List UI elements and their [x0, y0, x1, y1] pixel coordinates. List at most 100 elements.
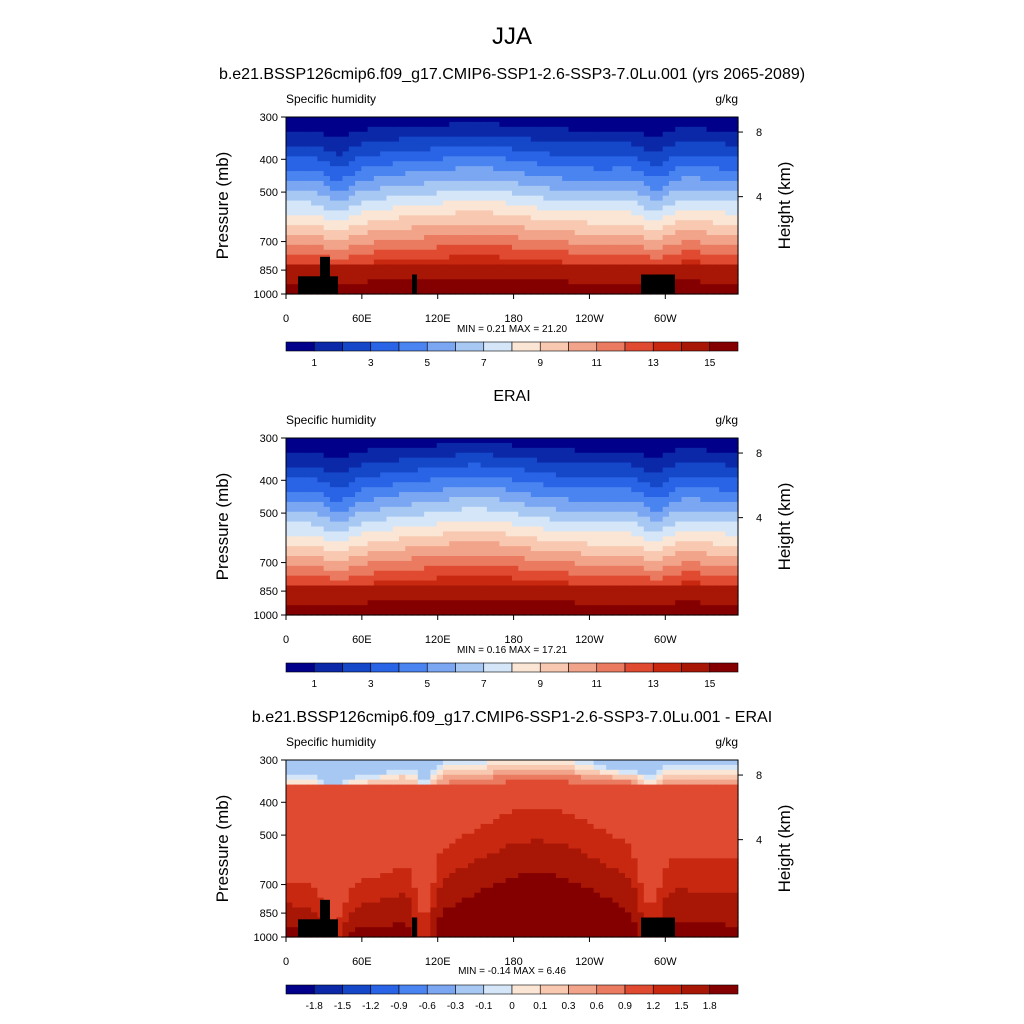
contour-cell — [530, 190, 538, 197]
contour-cell — [468, 126, 475, 133]
contour-cell — [599, 195, 607, 202]
contour-cell — [355, 225, 362, 231]
contour-cell — [392, 190, 400, 197]
contour-cell — [543, 585, 551, 592]
contour-cell — [593, 467, 601, 474]
contour-cell — [656, 457, 664, 464]
contour-cell — [317, 176, 325, 182]
contour-cell — [474, 487, 482, 493]
contour-cell — [436, 492, 444, 498]
contour-cell — [424, 516, 431, 523]
contour-cell — [675, 516, 683, 523]
contour-cell — [474, 575, 482, 582]
contour-cell — [474, 254, 482, 261]
contour-cell — [518, 536, 526, 542]
contour-cell — [486, 487, 494, 493]
contour-cell — [662, 146, 670, 153]
contour-cell — [618, 447, 626, 454]
contour-cell — [662, 610, 670, 616]
contour-cell — [555, 141, 563, 148]
contour-cell — [562, 146, 570, 153]
contour-cell — [449, 472, 457, 478]
contour-cell — [442, 269, 450, 275]
contour-cell — [399, 180, 406, 187]
contour-cell — [555, 560, 563, 567]
contour-cell — [581, 185, 588, 192]
contour-cell — [342, 546, 350, 552]
contour-cell — [436, 501, 444, 508]
contour-cell — [687, 605, 695, 611]
contour-cell — [392, 166, 400, 172]
contour-cell — [336, 442, 344, 449]
contour-cell — [650, 235, 657, 241]
contour-cell — [386, 541, 394, 547]
contour-cell — [505, 146, 513, 153]
contour-cell — [662, 516, 670, 523]
contour-cell — [656, 259, 664, 266]
contour-cell — [455, 205, 463, 212]
contour-cell — [380, 146, 388, 153]
contour-cell — [461, 506, 469, 513]
contour-cell — [292, 230, 300, 236]
contour-cell — [499, 467, 507, 474]
contour-cell — [493, 166, 501, 172]
contour-cell — [430, 279, 438, 285]
contour-cell — [512, 438, 519, 444]
contour-cell — [543, 546, 551, 552]
contour-cell — [593, 195, 601, 202]
contour-cell — [612, 585, 620, 592]
contour-cell — [348, 521, 356, 528]
contour-cell — [530, 477, 538, 483]
contour-cell — [311, 477, 318, 483]
contour-cell — [493, 556, 501, 562]
contour-cell — [298, 610, 306, 616]
contour-cell — [656, 605, 664, 611]
contour-cell — [442, 215, 450, 221]
contour-cell — [292, 146, 300, 153]
contour-cell — [411, 176, 419, 182]
contour-cell — [480, 279, 488, 285]
contour-cell — [612, 462, 620, 469]
contour-cell — [455, 146, 463, 153]
contour-cell — [625, 190, 632, 197]
contour-cell — [618, 556, 626, 562]
contour-cell — [568, 259, 576, 266]
contour-cell — [568, 511, 576, 518]
contour-cell — [298, 131, 306, 138]
contour-cell — [530, 166, 538, 172]
contour-cell — [568, 452, 576, 459]
contour-cell — [612, 511, 620, 518]
contour-cell — [637, 551, 645, 557]
contour-cell — [537, 570, 544, 577]
contour-cell — [681, 289, 689, 295]
contour-cell — [486, 556, 494, 562]
contour-cell — [430, 230, 438, 236]
contour-cell — [587, 185, 595, 192]
contour-cell — [329, 225, 337, 231]
contour-cell — [681, 151, 689, 157]
contour-cell — [311, 556, 318, 562]
contour-cell — [292, 575, 300, 582]
contour-cell — [329, 185, 337, 192]
contour-cell — [392, 264, 400, 271]
contour-cell — [562, 565, 570, 572]
contour-cell — [518, 447, 526, 454]
contour-cell — [587, 166, 595, 172]
contour-cell — [336, 575, 344, 582]
contour-cell — [543, 171, 551, 177]
contour-cell — [461, 516, 469, 523]
contour-cell — [336, 220, 344, 226]
contour-cell — [700, 269, 708, 275]
contour-cell — [486, 560, 494, 567]
contour-cell — [712, 166, 720, 172]
contour-cell — [367, 195, 375, 202]
contour-cell — [530, 284, 538, 290]
contour-cell — [650, 506, 657, 513]
contour-cell — [417, 482, 425, 488]
contour-cell — [543, 269, 551, 275]
contour-cell — [424, 161, 431, 167]
contour-cell — [593, 121, 601, 128]
contour-cell — [499, 580, 507, 587]
contour-cell — [323, 521, 331, 528]
contour-cell — [367, 506, 375, 513]
